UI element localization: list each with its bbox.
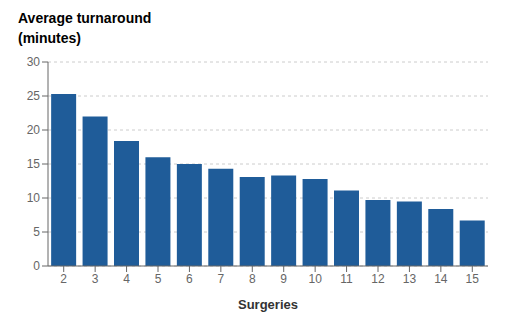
svg-text:7: 7 — [218, 272, 225, 286]
svg-text:25: 25 — [27, 89, 41, 103]
html-text:Average turnaround: Average turnaround — [18, 10, 152, 26]
svg-text:Surgeries: Surgeries — [238, 297, 298, 312]
svg-text:12: 12 — [371, 272, 385, 286]
svg-text:8: 8 — [249, 272, 256, 286]
svg-text:20: 20 — [27, 123, 41, 137]
svg-text:15: 15 — [466, 272, 480, 286]
svg-text:15: 15 — [27, 157, 41, 171]
svg-text:10: 10 — [27, 191, 41, 205]
svg-text:5: 5 — [33, 225, 40, 239]
svg-text:5: 5 — [155, 272, 162, 286]
svg-text:10: 10 — [308, 272, 322, 286]
html-text:(minutes): (minutes) — [18, 30, 81, 46]
svg-text:6: 6 — [186, 272, 193, 286]
svg-text:11: 11 — [340, 272, 353, 286]
svg-text:13: 13 — [403, 272, 417, 286]
svg-text:30: 30 — [27, 55, 41, 69]
svg-text:0: 0 — [33, 259, 40, 273]
svg-text:4: 4 — [123, 272, 130, 286]
svg-text:14: 14 — [434, 272, 448, 286]
svg-text:3: 3 — [92, 272, 99, 286]
svg-text:2: 2 — [60, 272, 67, 286]
svg-text:9: 9 — [280, 272, 287, 286]
